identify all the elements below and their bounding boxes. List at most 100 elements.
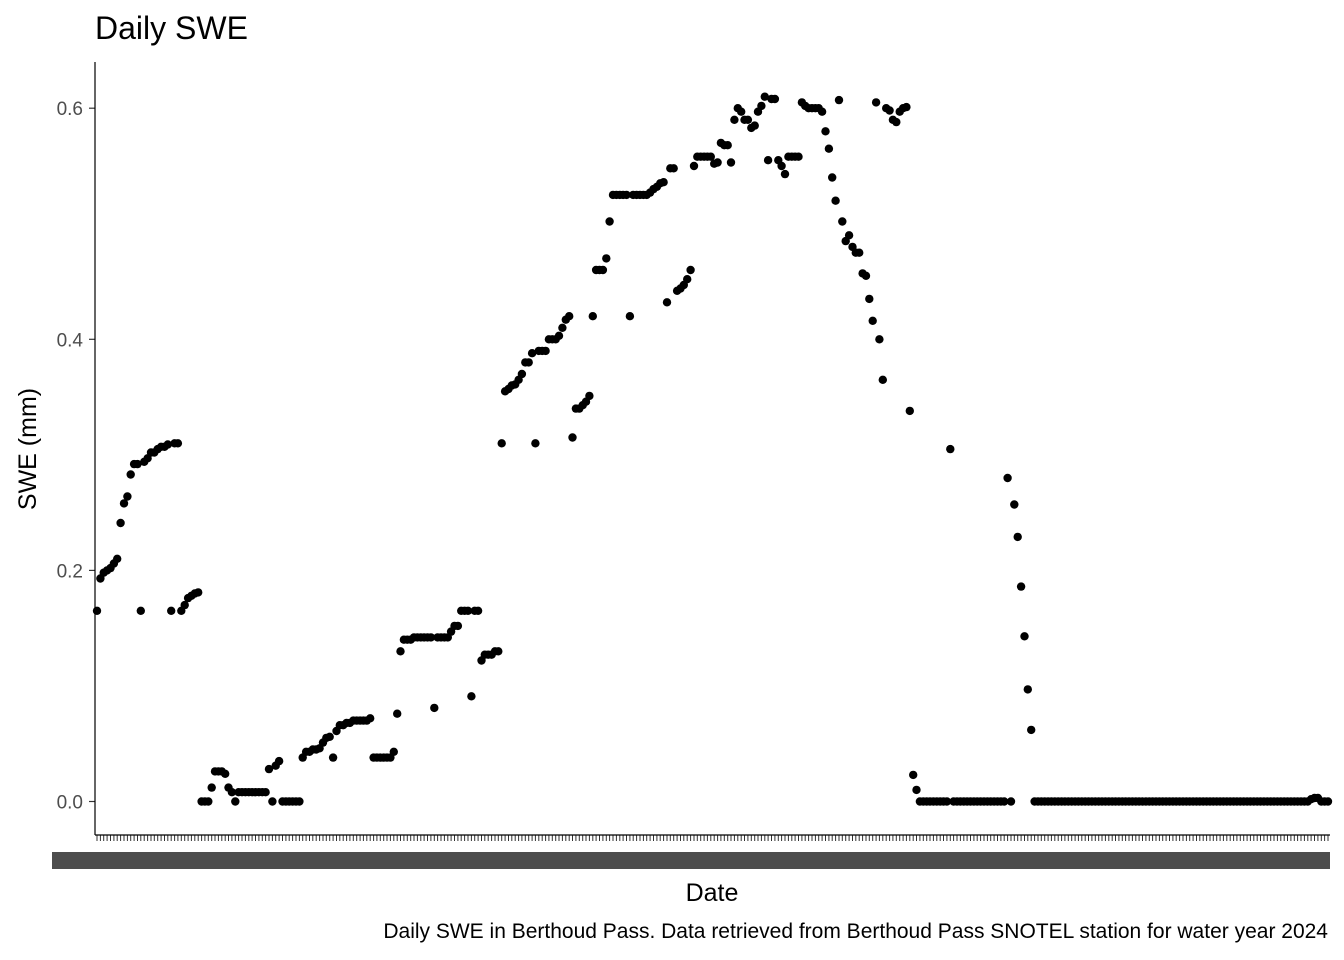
data-point [173, 439, 183, 448]
data-point [662, 298, 672, 307]
y-tick-label: 0.2 [57, 561, 83, 582]
data-point [473, 606, 483, 615]
data-point [430, 703, 439, 713]
data-point [885, 106, 894, 115]
data-point [871, 98, 881, 107]
x-axis-ticks [96, 835, 1329, 841]
data-point [942, 797, 952, 806]
data-point [133, 459, 142, 469]
y-axis-ticks: 0.0 0.2 0.4 0.6 [57, 99, 95, 814]
chart-caption: Daily SWE in Berthoud Pass. Data retriev… [383, 920, 1328, 943]
y-tick-label: 0.0 [57, 793, 83, 814]
data-point [92, 606, 102, 615]
data-point [777, 161, 786, 171]
data-point [221, 769, 230, 778]
data-point [828, 173, 837, 182]
data-point [393, 709, 402, 718]
data-point [494, 647, 503, 656]
data-point [706, 152, 715, 161]
data-point [231, 797, 240, 806]
data-point [875, 335, 884, 344]
data-point [1023, 685, 1032, 694]
data-point [834, 95, 844, 105]
data-point [295, 797, 304, 806]
data-point [204, 797, 213, 806]
data-point [683, 275, 692, 284]
data-point [817, 107, 827, 116]
data-point [167, 606, 176, 615]
data-point [892, 117, 901, 127]
data-point [1010, 500, 1019, 509]
data-point [1016, 582, 1026, 591]
data-point [207, 783, 216, 792]
data-point [689, 161, 699, 171]
data-point [527, 349, 537, 358]
data-point [1003, 473, 1012, 483]
data-point [855, 248, 864, 257]
data-point [588, 312, 597, 321]
data-point [467, 692, 476, 701]
data-point [531, 439, 540, 448]
chart-title: Daily SWE [95, 10, 248, 46]
data-point [780, 169, 790, 179]
data-point [723, 141, 732, 150]
data-point [558, 323, 567, 332]
data-point [909, 770, 918, 780]
data-point [585, 391, 594, 401]
data-point [902, 102, 911, 112]
data-point [821, 127, 830, 136]
data-point [1013, 532, 1022, 542]
data-point [686, 265, 695, 275]
data-point [865, 294, 874, 304]
data-point [126, 470, 135, 479]
data-point [116, 518, 125, 528]
data-point [905, 406, 914, 416]
data-point [1000, 797, 1009, 806]
data-point [625, 312, 635, 321]
data-point [757, 101, 766, 111]
data-point [113, 554, 122, 563]
data-point [659, 178, 668, 187]
data-point [517, 369, 527, 379]
data-point [194, 588, 203, 597]
data-point [554, 331, 564, 340]
data-point [163, 440, 172, 449]
x-axis-title: Date [686, 879, 739, 907]
data-point [1323, 797, 1333, 806]
data-point [844, 231, 854, 240]
data-point [426, 633, 436, 642]
data-point [524, 358, 533, 367]
data-point [463, 606, 473, 615]
data-point [274, 756, 284, 766]
data-point [861, 271, 871, 280]
data-point [831, 196, 840, 205]
y-tick-label: 0.4 [57, 330, 84, 351]
data-point [713, 158, 722, 167]
data-point [264, 764, 274, 774]
x-tick-label-band [52, 852, 1330, 869]
data-points [92, 92, 1333, 806]
data-point [770, 94, 780, 104]
data-point [136, 606, 145, 615]
y-axis-title: SWE (mm) [14, 388, 42, 510]
data-point [227, 788, 237, 797]
data-point [325, 732, 334, 741]
data-point [180, 600, 189, 610]
data-point [878, 375, 887, 384]
data-point [868, 316, 877, 325]
data-point [750, 121, 759, 130]
data-point [602, 254, 611, 263]
data-point [946, 444, 955, 454]
data-point [568, 433, 577, 442]
data-point [763, 156, 773, 165]
data-point [737, 107, 746, 116]
data-point [743, 115, 753, 125]
data-point [328, 753, 338, 762]
data-point [268, 797, 277, 806]
data-point [912, 785, 921, 795]
data-point [1027, 725, 1036, 735]
data-point [730, 115, 739, 125]
data-point [453, 621, 463, 631]
data-point [838, 217, 847, 226]
